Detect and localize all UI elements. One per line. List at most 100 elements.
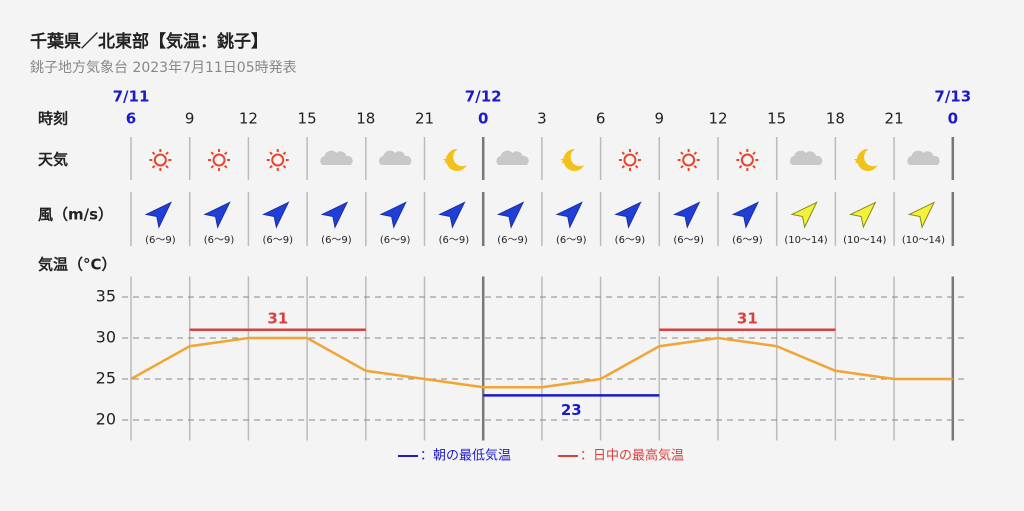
cloud xyxy=(907,150,940,165)
y-tick-label: 35 xyxy=(96,287,116,306)
hour-label: 12 xyxy=(239,110,258,128)
subtitle: 銚子地方気象台 2023年7月11日05時発表 xyxy=(30,60,297,76)
arrow xyxy=(849,201,877,229)
sun-ray xyxy=(634,164,639,169)
wind-arrow xyxy=(849,201,877,229)
sun-ray xyxy=(680,151,684,156)
wind-arrow xyxy=(320,201,349,229)
arrow xyxy=(438,201,466,229)
weather-icon xyxy=(907,150,940,165)
sun-ray xyxy=(210,164,215,169)
arrow xyxy=(262,201,290,229)
weather-icon xyxy=(149,149,172,171)
arrow xyxy=(672,201,701,229)
hour-label: 3 xyxy=(537,110,547,128)
hour-label: 15 xyxy=(298,110,317,128)
weather-icon xyxy=(677,149,700,171)
hour-label: 6 xyxy=(596,110,606,128)
weather-icon xyxy=(560,148,585,171)
hour-label: 0 xyxy=(478,110,488,128)
sun-ray xyxy=(282,151,287,156)
wind-arrow xyxy=(672,201,701,229)
row-label: 天気 xyxy=(38,151,68,169)
sun-ray xyxy=(693,151,698,156)
weather-icon xyxy=(789,150,823,165)
wind-arrow xyxy=(907,201,936,229)
hour-label: 18 xyxy=(826,110,845,128)
weather-icon xyxy=(496,150,529,165)
legend-label: ：日中の最高気温 xyxy=(580,448,684,464)
wind-range: (6〜9) xyxy=(615,235,646,246)
arrow xyxy=(379,201,407,229)
hour-label: 0 xyxy=(948,110,958,128)
weather-icon xyxy=(379,150,412,165)
wind-range: (6〜9) xyxy=(262,235,293,246)
date-label: 7/11 xyxy=(113,88,150,106)
hour-label: 9 xyxy=(185,110,195,128)
wind-range: (6〜9) xyxy=(673,235,704,246)
wind-arrow xyxy=(790,201,818,229)
wind-arrow xyxy=(614,201,642,229)
hour-label: 21 xyxy=(885,110,904,128)
cloud xyxy=(789,150,823,165)
wind-range: (6〜9) xyxy=(204,235,235,246)
row-label: 時刻 xyxy=(38,110,68,128)
sun-ray xyxy=(738,164,743,169)
sun-ray xyxy=(634,151,639,156)
arrow xyxy=(731,201,760,229)
wind-range: (10〜14) xyxy=(784,235,827,246)
title: 千葉県／北東部【気温：銚子】 xyxy=(30,31,268,52)
cloud xyxy=(320,150,353,165)
wind-arrow xyxy=(555,201,583,229)
weather-icon xyxy=(266,149,289,171)
sun xyxy=(623,153,637,167)
sun-ray xyxy=(269,164,273,169)
star xyxy=(853,156,862,164)
hour-label: 15 xyxy=(767,110,786,128)
sun-ray xyxy=(210,151,215,156)
wind-arrow xyxy=(262,201,290,229)
sun xyxy=(740,153,754,167)
y-tick-label: 20 xyxy=(96,410,116,429)
sun xyxy=(153,153,167,167)
sun-ray xyxy=(738,151,743,156)
row-label: 風（m/s） xyxy=(38,206,113,224)
date-label: 7/13 xyxy=(934,88,971,106)
wind-range: (6〜9) xyxy=(321,235,352,246)
y-tick-label: 25 xyxy=(96,369,116,388)
star xyxy=(442,156,451,164)
sun-ray xyxy=(621,151,626,156)
wind-range: (6〜9) xyxy=(497,235,528,246)
arrow xyxy=(496,201,525,229)
sun-ray xyxy=(165,164,169,169)
wind-arrow xyxy=(438,201,466,229)
wind-arrow xyxy=(203,201,231,229)
wind-arrow xyxy=(144,201,173,229)
sun-ray xyxy=(151,164,156,169)
cloud xyxy=(496,150,529,165)
wind-arrow xyxy=(379,201,407,229)
moon xyxy=(446,148,467,171)
sun-ray xyxy=(282,164,287,169)
moon xyxy=(856,148,878,171)
arrow xyxy=(790,201,818,229)
wind-range: (6〜9) xyxy=(145,235,176,246)
y-tick-label: 30 xyxy=(96,328,116,347)
wind-range: (10〜14) xyxy=(902,235,945,246)
weather-icon xyxy=(618,149,641,171)
sun-ray xyxy=(693,164,698,169)
legend-label: ：朝の最低気温 xyxy=(420,448,511,464)
sun-ray xyxy=(269,151,273,156)
weather-icon xyxy=(442,148,467,171)
arrow xyxy=(144,201,173,229)
hour-label: 21 xyxy=(415,110,434,128)
sun xyxy=(682,153,696,167)
weather-icon xyxy=(853,148,878,171)
wind-arrow xyxy=(731,201,760,229)
hour-label: 6 xyxy=(126,110,136,128)
sun-ray xyxy=(223,151,228,156)
hour-label: 18 xyxy=(356,110,375,128)
sun-ray xyxy=(165,151,169,156)
arrow xyxy=(555,201,583,229)
